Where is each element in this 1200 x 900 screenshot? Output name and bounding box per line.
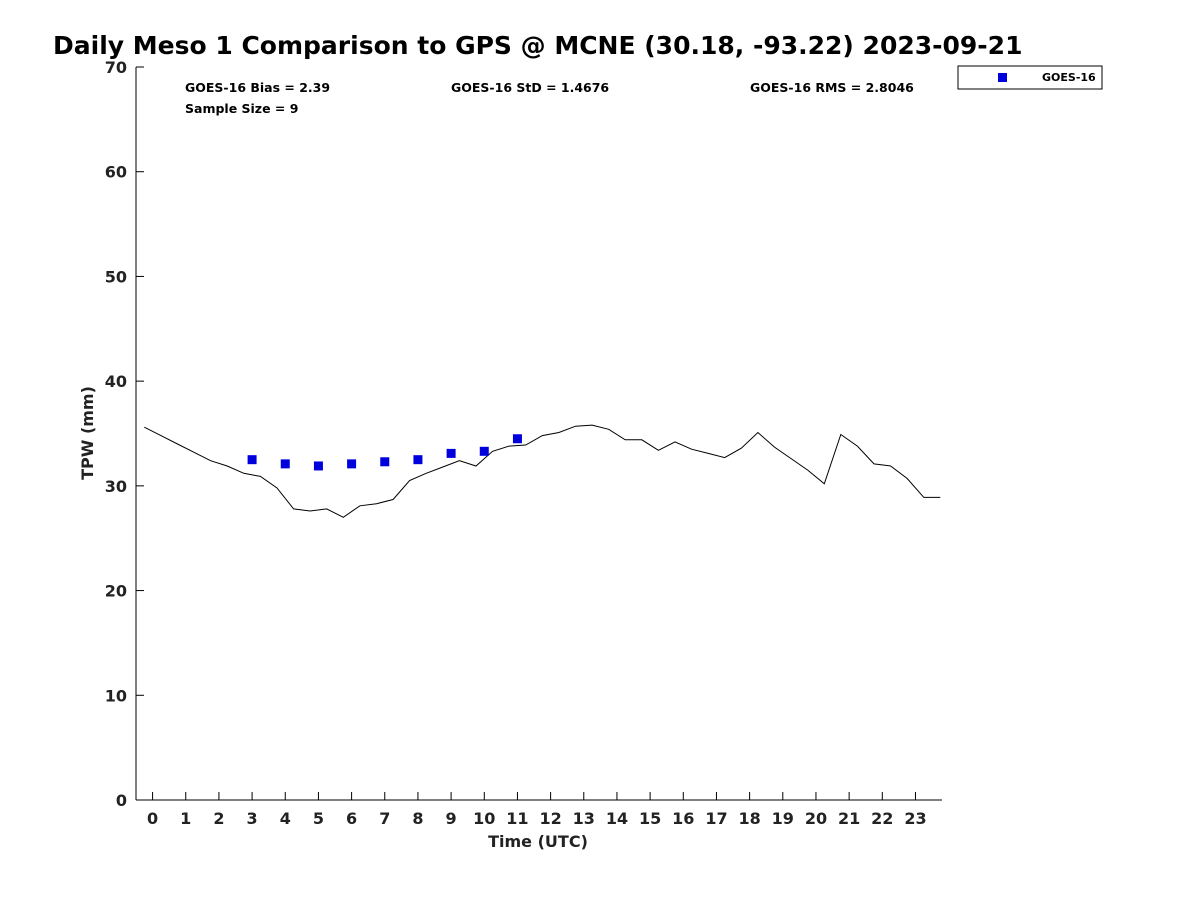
goes-16-point — [446, 448, 456, 458]
x-tick-label: 9 — [446, 809, 457, 828]
goes-16-points — [247, 434, 522, 471]
x-axis-ticks: 0 1 2 3 4 5 6 7 8 9 10 11 12 13 14 15 16 17 18 19 20 21 22 23 — [147, 792, 927, 828]
sample-size-stat: Sample Size = 9 — [185, 101, 298, 116]
x-tick-label: 18 — [738, 809, 760, 828]
goes-16-point — [413, 455, 423, 465]
y-tick-label: 40 — [105, 372, 127, 391]
y-tick-label: 70 — [105, 58, 127, 77]
y-axis-ticks: 0 10 20 30 40 50 60 70 — [105, 58, 144, 810]
x-tick-label: 17 — [705, 809, 727, 828]
y-tick-label: 20 — [105, 582, 127, 601]
x-tick-label: 14 — [606, 809, 628, 828]
bias-stat: GOES-16 Bias = 2.39 — [185, 80, 330, 95]
x-tick-label: 7 — [379, 809, 390, 828]
goes-16-point — [479, 446, 489, 456]
goes-16-point — [347, 459, 357, 469]
std-stat: GOES-16 StD = 1.4676 — [451, 80, 609, 95]
x-tick-label: 8 — [412, 809, 423, 828]
goes-16-point — [247, 455, 257, 465]
x-tick-label: 22 — [871, 809, 893, 828]
x-tick-label: 23 — [904, 809, 926, 828]
legend-label-goes-16: GOES-16 — [1042, 71, 1096, 84]
x-tick-label: 10 — [473, 809, 495, 828]
x-tick-label: 11 — [506, 809, 528, 828]
x-tick-label: 2 — [213, 809, 224, 828]
goes-16-point — [280, 459, 290, 469]
x-tick-label: 20 — [805, 809, 827, 828]
x-axis-label: Time (UTC) — [488, 832, 588, 851]
gps-tpw-line — [144, 424, 941, 518]
legend-marker-goes-16 — [998, 73, 1007, 82]
y-tick-label: 0 — [116, 791, 127, 810]
x-tick-label: 4 — [280, 809, 291, 828]
chart-title: Daily Meso 1 Comparison to GPS @ MCNE (3… — [53, 31, 1022, 60]
y-tick-label: 60 — [105, 163, 127, 182]
y-axis-label: TPW (mm) — [78, 386, 97, 480]
x-tick-label: 5 — [313, 809, 324, 828]
legend: GOES-16 — [957, 65, 1103, 90]
goes-16-point — [313, 461, 323, 471]
x-tick-label: 1 — [180, 809, 191, 828]
legend-box — [957, 65, 1103, 90]
goes-16-point — [380, 457, 390, 467]
x-tick-label: 0 — [147, 809, 158, 828]
y-tick-label: 10 — [105, 686, 127, 705]
x-tick-label: 16 — [672, 809, 694, 828]
x-tick-label: 19 — [772, 809, 794, 828]
x-tick-label: 6 — [346, 809, 357, 828]
y-tick-label: 30 — [105, 477, 127, 496]
x-tick-label: 12 — [539, 809, 561, 828]
x-tick-label: 15 — [639, 809, 661, 828]
x-tick-label: 13 — [573, 809, 595, 828]
x-tick-label: 3 — [247, 809, 258, 828]
y-tick-label: 50 — [105, 267, 127, 286]
rms-stat: GOES-16 RMS = 2.8046 — [750, 80, 914, 95]
x-tick-label: 21 — [838, 809, 860, 828]
goes-16-point — [512, 434, 522, 444]
